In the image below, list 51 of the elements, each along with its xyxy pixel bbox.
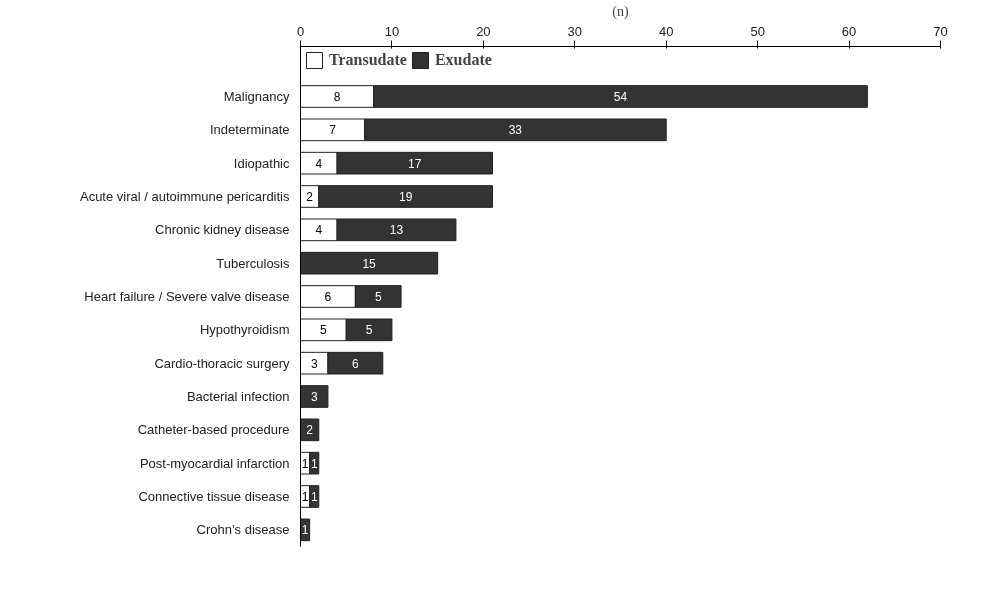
x-tick-label: 70 [933,23,948,39]
data-label: 1 [301,490,309,504]
data-label: 5 [365,323,373,338]
y-tick-label: Connective tissue disease [138,489,290,504]
data-label: 4 [315,223,323,238]
y-tick-label: Acute viral / autoimmune pericarditis [79,189,290,204]
x-tick-label: 0 [296,23,305,39]
y-tick-label: Heart failure / Severe valve disease [84,289,290,304]
data-label: 17 [408,156,422,171]
data-label: 3 [310,390,318,404]
data-label: 13 [389,223,404,238]
data-label: 1 [310,456,318,471]
data-label: 19 [398,190,413,204]
y-tick-label: Crohn’s disease [196,522,290,538]
data-label: 3 [310,356,318,371]
y-tick-label: Hypothyroidism [199,322,290,338]
y-tick-label: Indeterminate [210,122,290,138]
y-tick-label: Tuberculosis [216,255,290,271]
data-label: 54 [613,90,628,104]
data-label: 7 [329,123,337,138]
x-tick-label: 60 [841,23,857,39]
data-label: 33 [508,123,523,138]
bar [300,251,439,275]
data-label: 6 [324,290,332,304]
y-tick-label: Idiopathic [233,155,290,171]
x-tick-label: 50 [750,23,765,39]
x-tick-label: 10 [384,23,400,39]
y-tick-label: Cardio-thoracic surgery [154,355,290,371]
data-label: 2 [306,190,314,204]
data-label: 1 [301,456,309,471]
legend-label: Transudate [329,51,407,69]
data-label: 6 [352,356,360,371]
x-tick-label: 30 [567,23,583,39]
y-tick-label: Catheter-based procedure [137,422,290,438]
x-axis-title: (n) [612,3,629,20]
data-label: 2 [306,423,314,438]
legend-label: Exudate [434,51,492,69]
data-label: 8 [333,90,341,104]
x-tick-label: 20 [476,23,491,39]
data-label: 15 [362,256,377,271]
data-label: 1 [301,523,309,538]
data-label: 5 [320,323,328,338]
y-tick-label: Post-myocardial infarction [139,455,290,471]
data-label: 4 [315,156,323,171]
data-label: 5 [374,290,382,304]
y-tick-label: Bacterial infection [186,389,290,404]
bar [300,385,329,408]
y-tick-label: Chronic kidney disease [155,222,290,238]
y-tick-label: Malignancy [223,89,290,104]
data-label: 1 [310,490,318,504]
x-tick-label: 40 [658,23,674,39]
